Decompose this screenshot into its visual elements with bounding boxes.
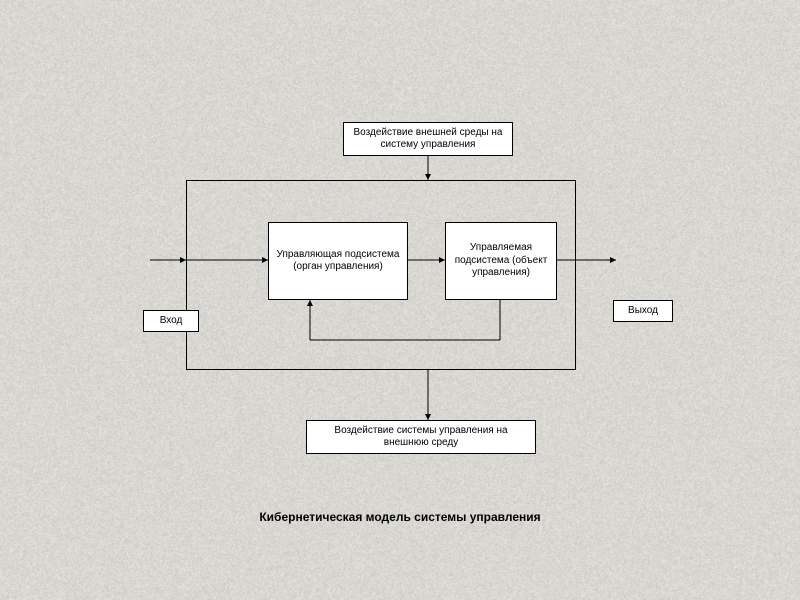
env-in-box: Воздействие внешней среды на систему упр… — [343, 122, 513, 156]
controlling-subsystem-box-text: Управляющая подсистема (орган управления… — [275, 249, 401, 274]
env-in-box-text: Воздействие внешней среды на систему упр… — [350, 127, 506, 152]
input-label-box: Вход — [143, 310, 199, 332]
env-out-box: Воздействие системы управления на внешню… — [306, 420, 536, 454]
output-label-box-text: Выход — [628, 305, 658, 318]
diagram-caption: Кибернетическая модель системы управлени… — [0, 510, 800, 524]
controlled-subsystem-box-text: Управляемая подсистема (объект управлени… — [452, 242, 550, 280]
controlled-subsystem-box: Управляемая подсистема (объект управлени… — [445, 222, 557, 300]
caption-text: Кибернетическая модель системы управлени… — [259, 510, 540, 524]
env-out-box-text: Воздействие системы управления на внешню… — [313, 425, 529, 450]
output-label-box: Выход — [613, 300, 673, 322]
input-label-box-text: Вход — [160, 315, 183, 328]
controlling-subsystem-box: Управляющая подсистема (орган управления… — [268, 222, 408, 300]
